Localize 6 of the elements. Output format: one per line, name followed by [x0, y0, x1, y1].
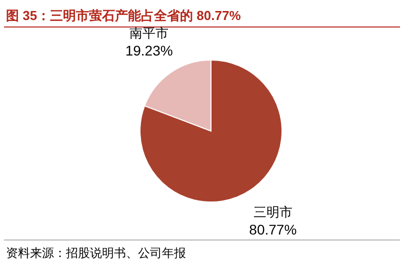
data-label: 80.77% [249, 222, 297, 238]
text: 资料来源：招股说明书、公司年报 [6, 246, 186, 260]
data-label: 19.23% [125, 42, 173, 58]
chart-title: 图 35：三明市萤石产能占全省的 80.77% [6, 8, 242, 23]
slice-label: 三明市 [253, 204, 292, 220]
slice-label: 南平市 [130, 25, 169, 40]
